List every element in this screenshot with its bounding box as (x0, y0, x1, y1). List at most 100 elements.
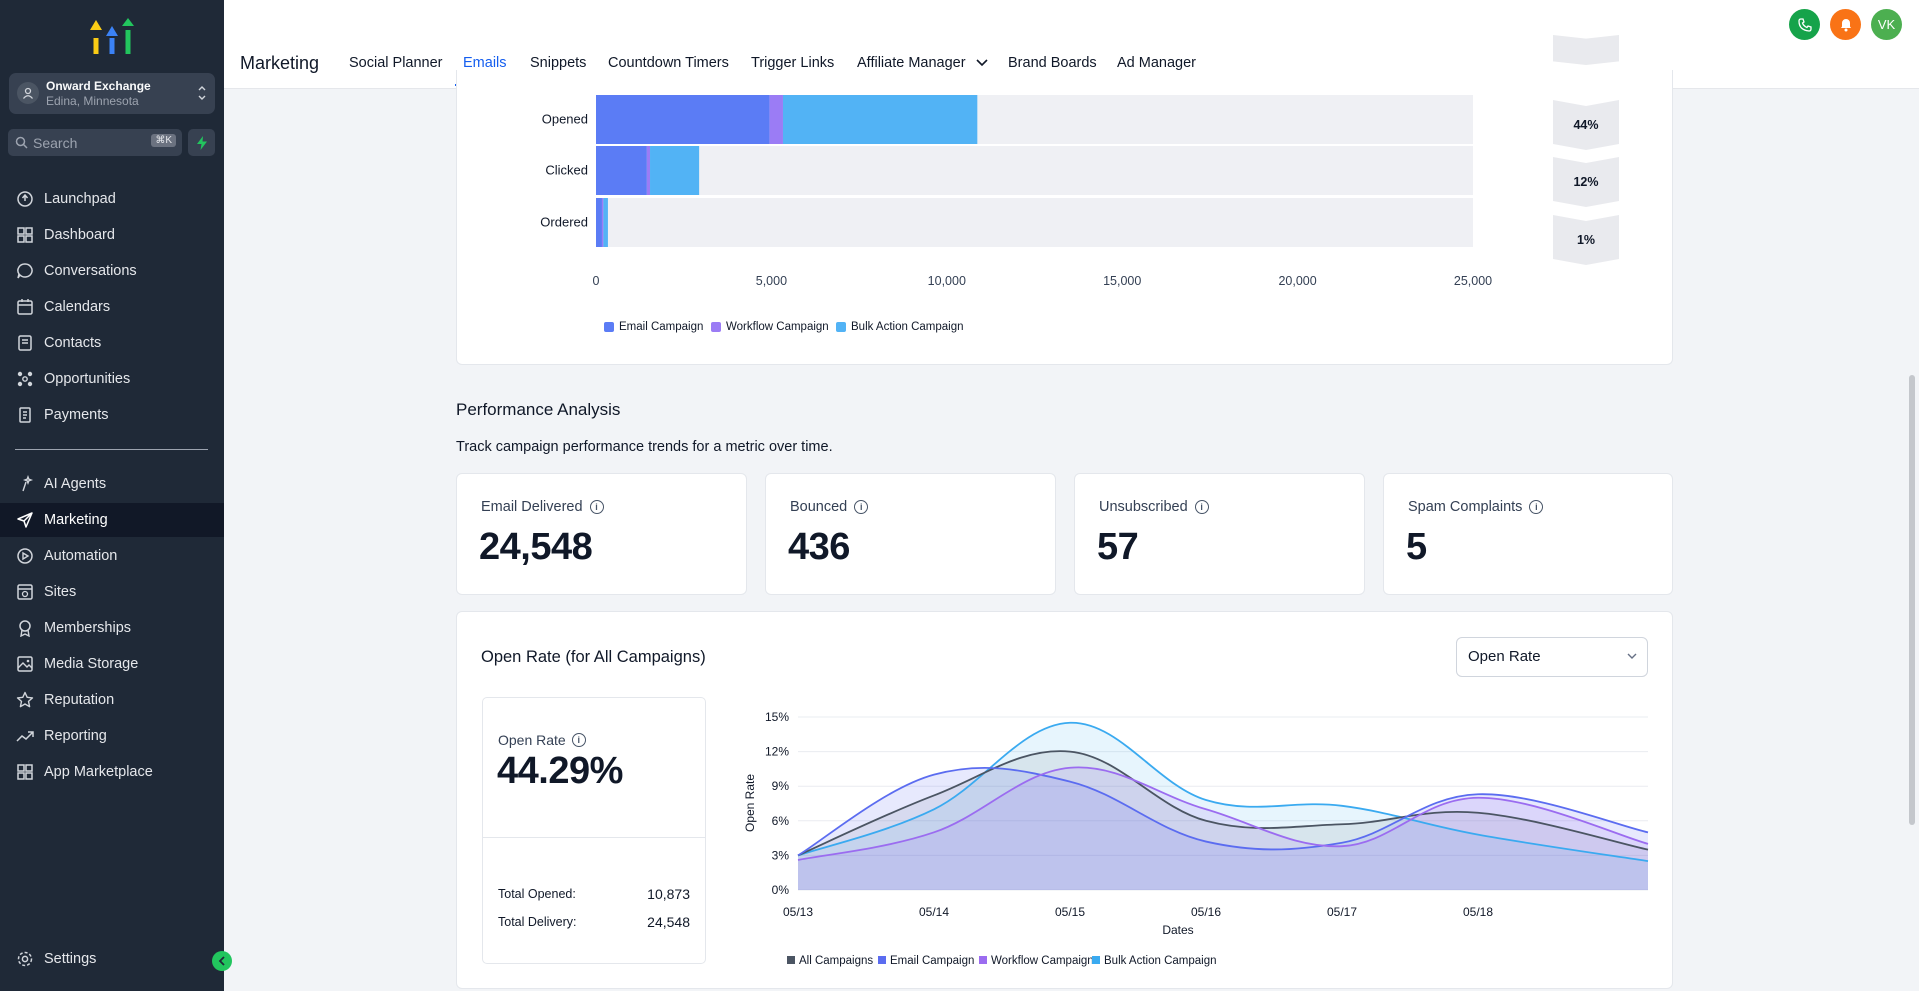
sidebar-item-media-storage[interactable]: Media Storage (0, 647, 224, 681)
search-input[interactable]: Search ⌘K (8, 129, 182, 156)
tab-trigger-links[interactable]: Trigger Links (751, 55, 835, 71)
tab-brand-boards[interactable]: Brand Boards (1008, 55, 1097, 71)
account-name: Onward Exchange (46, 79, 151, 93)
quick-action-button[interactable] (188, 129, 215, 156)
sidebar-item-opportunities[interactable]: Opportunities (0, 362, 224, 396)
phone-button[interactable] (1789, 9, 1820, 40)
sidebar-item-label: AI Agents (44, 476, 107, 492)
y-tick-label: 15% (765, 710, 789, 724)
row-value: 10,873 (647, 886, 690, 902)
image-icon (15, 654, 35, 674)
info-icon[interactable]: i (589, 500, 604, 514)
stat-value: 24,548 (479, 526, 593, 568)
legend-label: All Campaigns (799, 955, 873, 967)
percentage-badge: 44% (1553, 100, 1619, 150)
sidebar-item-conversations[interactable]: Conversations (0, 254, 224, 288)
summary-value: 44.29% (497, 750, 623, 792)
sidebar-item-payments[interactable]: Payments (0, 398, 224, 432)
stat-value: 5 (1406, 526, 1427, 568)
user-avatar[interactable]: VK (1871, 9, 1902, 40)
tab-affiliate-manager[interactable]: Affiliate Manager (857, 55, 988, 71)
send-icon (15, 510, 35, 530)
sidebar-item-label: Launchpad (44, 191, 116, 207)
legend-label: Email Campaign (619, 321, 704, 333)
legend-label: Email Campaign (890, 955, 974, 967)
sidebar-item-contacts[interactable]: Contacts (0, 326, 224, 360)
sidebar-item-reporting[interactable]: Reporting (0, 719, 224, 753)
info-icon[interactable]: i (1529, 500, 1544, 514)
account-location: Edina, Minnesota (46, 94, 139, 108)
stat-label-text: Bounced (790, 499, 848, 515)
series-line (797, 766, 1649, 861)
x-tick-label: 15,000 (1103, 274, 1141, 288)
series-area (798, 722, 1648, 890)
x-tick-label: 05/13 (783, 905, 813, 919)
sidebar-item-app-marketplace[interactable]: App Marketplace (0, 755, 224, 789)
y-tick-label: 12% (765, 745, 789, 759)
y-axis-label: Open Rate (743, 774, 757, 832)
sidebar-item-label: Contacts (44, 335, 102, 351)
stat-value: 436 (788, 526, 850, 568)
sidebar-item-sites[interactable]: Sites (0, 575, 224, 609)
sidebar-item-label: App Marketplace (44, 764, 153, 780)
account-switcher[interactable]: Onward Exchange Edina, Minnesota (9, 73, 215, 114)
percentage-badge: 1% (1553, 215, 1619, 265)
sidebar-item-memberships[interactable]: Memberships (0, 611, 224, 645)
sidebar-item-label: Payments (44, 407, 109, 423)
chevron-updown-icon (198, 86, 206, 100)
sidebar-item-dashboard[interactable]: Dashboard (0, 218, 224, 252)
tab-countdown-timers[interactable]: Countdown Timers (608, 55, 729, 71)
contacts-icon (15, 333, 35, 353)
legend-swatch (1092, 956, 1100, 964)
sidebar-item-label: Reputation (44, 692, 115, 708)
chat-icon (15, 261, 35, 281)
notifications-button[interactable] (1830, 9, 1861, 40)
row-label: Total Opened: (498, 887, 576, 901)
row-label: Total Delivery: (498, 915, 577, 929)
legend-swatch (604, 322, 614, 332)
bar-segment (782, 95, 978, 144)
sidebar-item-ai-agents[interactable]: AI Agents (0, 467, 224, 501)
search-shortcut: ⌘K (151, 134, 176, 147)
x-tick-label: 20,000 (1278, 274, 1316, 288)
y-tick-label: 3% (772, 848, 790, 862)
chart-card-title: Open Rate (for All Campaigns) (481, 648, 706, 666)
sidebar-item-marketing[interactable]: Marketing (0, 503, 224, 537)
memberships-icon (15, 618, 35, 638)
tab-social-planner[interactable]: Social Planner (349, 55, 443, 71)
gear-icon (15, 949, 35, 969)
sidebar-item-launchpad[interactable]: Launchpad (0, 182, 224, 216)
legend-item: Email Campaign (604, 321, 703, 333)
legend-label: Bulk Action Campaign (851, 321, 964, 333)
stat-label: Unsubscribed i (1099, 499, 1209, 515)
x-tick-label: 10,000 (928, 274, 966, 288)
stat-value: 57 (1097, 526, 1139, 568)
info-icon[interactable]: i (1194, 500, 1209, 514)
info-icon[interactable]: i (854, 500, 869, 514)
search-placeholder: Search (33, 135, 78, 151)
metric-select-value: Open Rate (1468, 648, 1541, 665)
tab-snippets[interactable]: Snippets (530, 55, 587, 71)
tab-emails[interactable]: Emails (463, 55, 507, 71)
sidebar-item-calendars[interactable]: Calendars (0, 290, 224, 324)
x-tick-label: 05/15 (1055, 905, 1085, 919)
sidebar-item-reputation[interactable]: Reputation (0, 683, 224, 717)
stat-card-spam-complaints: Spam Complaints i 5 (1383, 473, 1673, 595)
info-icon[interactable]: i (571, 733, 586, 747)
metric-select[interactable]: Open Rate (1456, 637, 1648, 677)
sidebar-item-label: Conversations (44, 263, 137, 279)
bar-segment (596, 198, 602, 247)
payments-icon (15, 405, 35, 425)
x-tick-label: 25,000 (1454, 274, 1492, 288)
dashboard-icon (15, 225, 35, 245)
sidebar-item-automation[interactable]: Automation (0, 539, 224, 573)
bar-track (596, 198, 1473, 247)
divider (483, 837, 705, 838)
legend-swatch (878, 956, 886, 964)
tab-ad-manager[interactable]: Ad Manager (1117, 55, 1196, 71)
automation-icon (15, 546, 35, 566)
collapse-sidebar-button[interactable] (212, 951, 232, 971)
page-scrollbar[interactable] (1909, 375, 1915, 825)
legend-swatch (711, 322, 721, 332)
sidebar-item-settings[interactable]: Settings (0, 942, 224, 976)
